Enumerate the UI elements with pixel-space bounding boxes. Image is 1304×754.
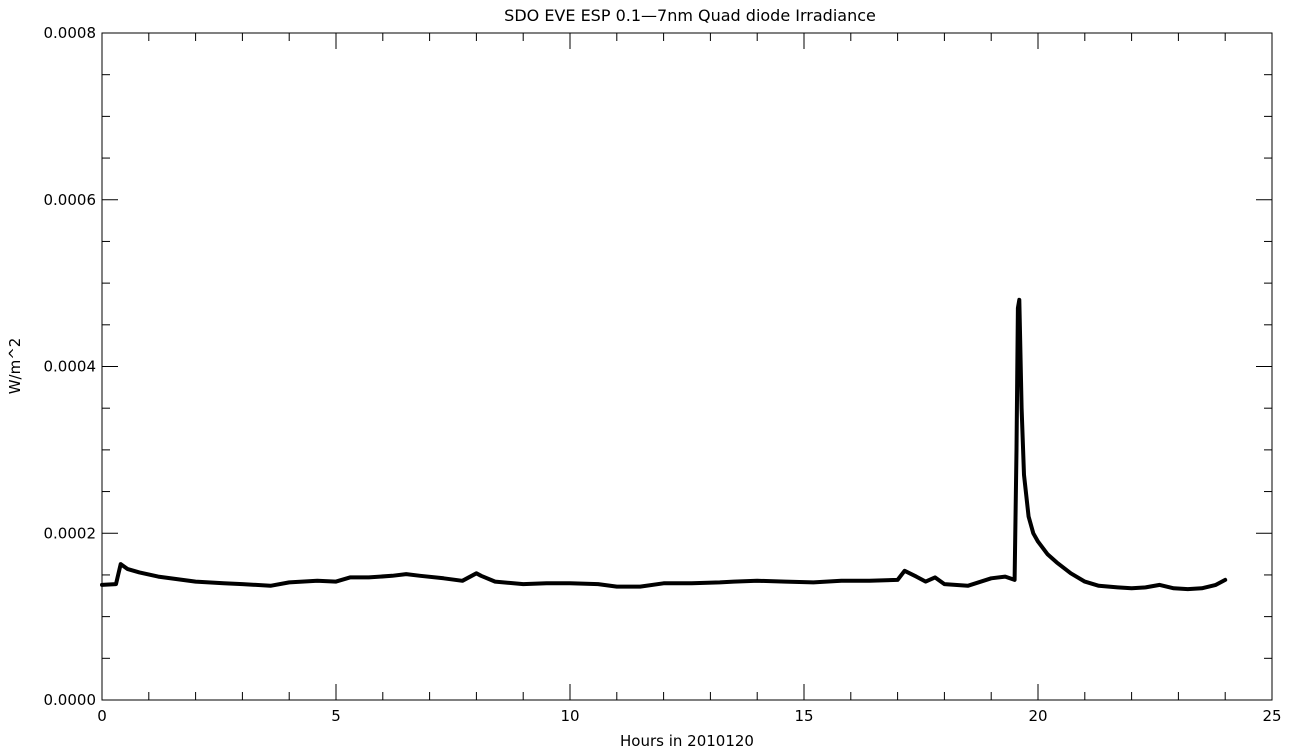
minor-ticks <box>102 33 1272 700</box>
x-tick-label: 0 <box>97 707 107 725</box>
x-axis-label: Hours in 2010120 <box>620 732 754 750</box>
y-tick-label: 0.0004 <box>44 358 97 376</box>
series-group <box>100 297 1228 592</box>
y-axis-tick-labels: 0.0000 0.0002 0.0004 0.0006 0.0008 <box>44 24 97 709</box>
x-tick-label: 15 <box>794 707 813 725</box>
x-axis-ticks <box>101 33 1273 700</box>
plot-frame <box>101 32 1273 701</box>
irradiance-line <box>100 297 1228 592</box>
x-tick-label: 5 <box>331 707 341 725</box>
y-axis-ticks <box>102 32 1272 701</box>
y-tick-label: 0.0006 <box>44 191 97 209</box>
y-tick-label: 0.0002 <box>44 524 97 542</box>
chart-title: SDO EVE ESP 0.1—7nm Quad diode Irradianc… <box>504 6 876 25</box>
x-tick-label: 20 <box>1028 707 1047 725</box>
y-axis-label: W/m^2 <box>6 338 24 395</box>
x-tick-label: 25 <box>1262 707 1281 725</box>
x-tick-label: 10 <box>560 707 579 725</box>
y-tick-label: 0.0000 <box>44 691 97 709</box>
y-tick-label: 0.0008 <box>44 24 97 42</box>
x-axis-tick-labels: 0 5 10 15 20 25 <box>97 707 1281 725</box>
